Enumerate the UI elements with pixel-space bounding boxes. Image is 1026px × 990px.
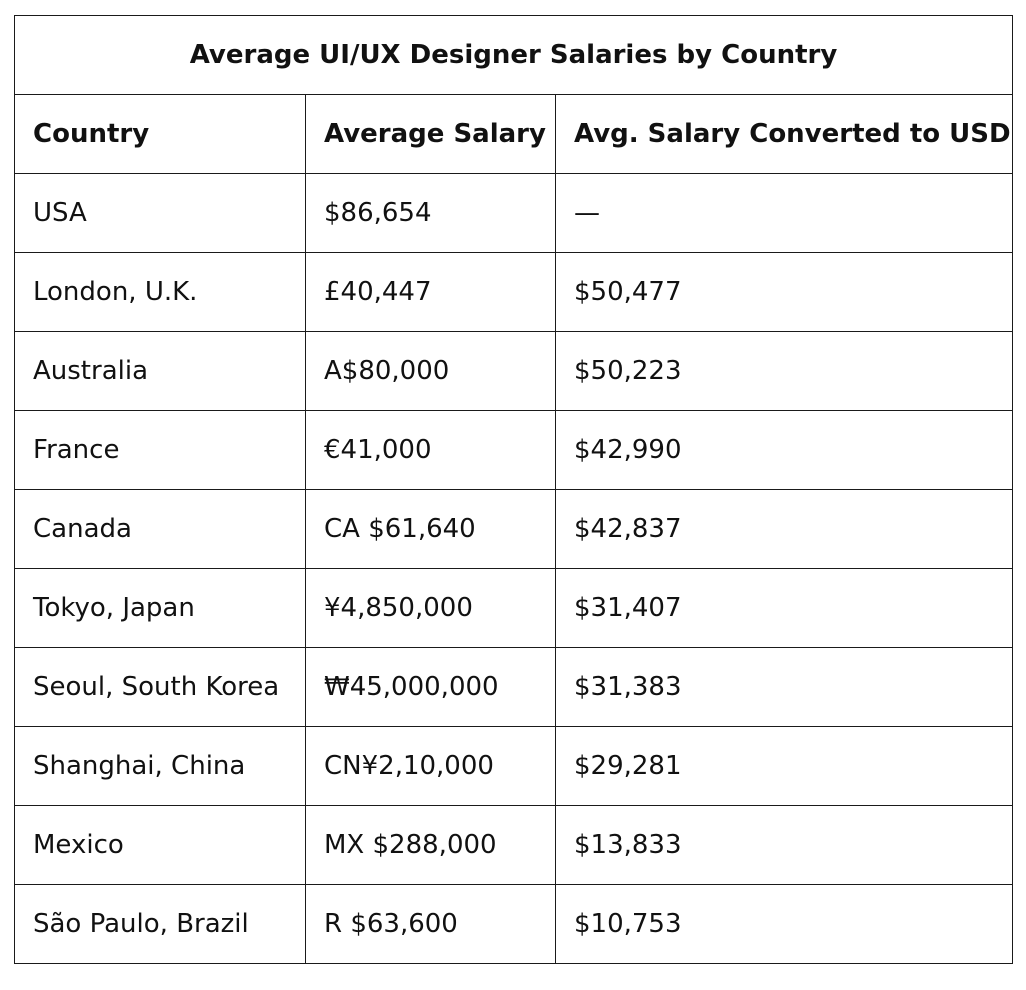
table-head: Average UI/UX Designer Salaries by Count…: [14, 15, 1013, 174]
table-row: Seoul, South Korea ₩45,000,000 $31,383: [14, 647, 1013, 727]
country-cell: Tokyo, Japan: [14, 568, 306, 648]
country-cell: London, U.K.: [14, 252, 306, 332]
average-salary-cell: MX $288,000: [305, 805, 556, 885]
usd-salary-cell: $50,477: [555, 252, 1013, 332]
average-salary-cell: $86,654: [305, 173, 556, 253]
average-salary-cell: A$80,000: [305, 331, 556, 411]
average-salary-cell: ₩45,000,000: [305, 647, 556, 727]
header-row: Country Average Salary Avg. Salary Conve…: [14, 94, 1013, 174]
country-cell: Seoul, South Korea: [14, 647, 306, 727]
usd-salary-cell: $42,990: [555, 410, 1013, 490]
table-row: Australia A$80,000 $50,223: [14, 331, 1013, 411]
header-country: Country: [14, 94, 306, 174]
title-row: Average UI/UX Designer Salaries by Count…: [14, 15, 1013, 95]
usd-salary-cell: $31,407: [555, 568, 1013, 648]
table-row: Mexico MX $288,000 $13,833: [14, 805, 1013, 885]
usd-salary-cell: $10,753: [555, 884, 1013, 964]
usd-salary-cell: $50,223: [555, 331, 1013, 411]
table-row: Shanghai, China CN¥2,10,000 $29,281: [14, 726, 1013, 806]
table-row: Canada CA $61,640 $42,837: [14, 489, 1013, 569]
table-row: Tokyo, Japan ¥4,850,000 $31,407: [14, 568, 1013, 648]
average-salary-cell: ¥4,850,000: [305, 568, 556, 648]
country-cell: Canada: [14, 489, 306, 569]
usd-salary-cell: $42,837: [555, 489, 1013, 569]
country-cell: USA: [14, 173, 306, 253]
usd-salary-cell: —: [555, 173, 1013, 253]
table-row: USA $86,654 —: [14, 173, 1013, 253]
usd-salary-cell: $31,383: [555, 647, 1013, 727]
table-row: France €41,000 $42,990: [14, 410, 1013, 490]
average-salary-cell: £40,447: [305, 252, 556, 332]
header-average-salary: Average Salary: [305, 94, 556, 174]
table-row: São Paulo, Brazil R $63,600 $10,753: [14, 884, 1013, 964]
country-cell: São Paulo, Brazil: [14, 884, 306, 964]
average-salary-cell: R $63,600: [305, 884, 556, 964]
country-cell: Australia: [14, 331, 306, 411]
average-salary-cell: €41,000: [305, 410, 556, 490]
average-salary-cell: CN¥2,10,000: [305, 726, 556, 806]
table-row: London, U.K. £40,447 $50,477: [14, 252, 1013, 332]
country-cell: Shanghai, China: [14, 726, 306, 806]
country-cell: Mexico: [14, 805, 306, 885]
usd-salary-cell: $29,281: [555, 726, 1013, 806]
table-body: USA $86,654 — London, U.K. £40,447 $50,4…: [14, 173, 1013, 964]
country-cell: France: [14, 410, 306, 490]
header-usd-salary: Avg. Salary Converted to USD: [555, 94, 1013, 174]
average-salary-cell: CA $61,640: [305, 489, 556, 569]
usd-salary-cell: $13,833: [555, 805, 1013, 885]
salary-table: Average UI/UX Designer Salaries by Count…: [14, 15, 1013, 964]
table-title: Average UI/UX Designer Salaries by Count…: [14, 15, 1013, 95]
